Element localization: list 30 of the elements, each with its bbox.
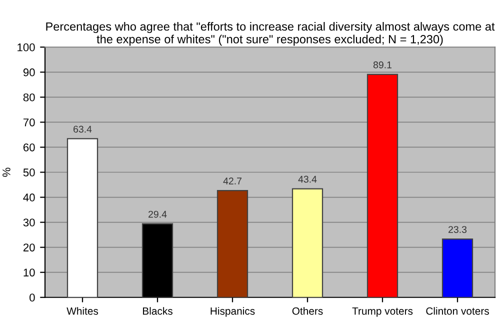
data-label: 43.4 — [298, 176, 317, 183]
y-tick-label: 90 — [23, 68, 35, 76]
y-tick-label: 20 — [23, 244, 35, 252]
bar — [366, 74, 398, 298]
y-axis-title: % — [2, 168, 10, 177]
y-tick-label: 50 — [23, 168, 35, 176]
x-tick-label: Trump voters — [352, 307, 413, 317]
data-label: 63.4 — [74, 126, 92, 133]
x-tick-label: Clinton voters — [426, 307, 489, 315]
y-tick-label: 30 — [23, 218, 35, 226]
chart-title: Percentages who agree that "efforts to increase racial diversity almost always come at the expense of whites" ("not sure" responses excluded; N = 1,230) — [46, 22, 495, 46]
y-tick-label: 10 — [24, 268, 35, 276]
x-tick-label: Others — [292, 307, 323, 315]
x-tick-label: Whites — [66, 307, 98, 315]
y-tick-label: 60 — [23, 143, 35, 152]
y-tick-label: 70 — [23, 118, 35, 126]
data-label: 89.1 — [373, 61, 392, 68]
y-tick-label: 100 — [18, 43, 35, 52]
bar — [216, 190, 248, 298]
bar — [66, 138, 98, 298]
bar — [442, 238, 474, 298]
data-label: 29.4 — [148, 210, 167, 218]
bar — [292, 188, 324, 298]
x-tick-label: Hispanics — [210, 307, 255, 317]
data-label: 23.3 — [448, 226, 467, 233]
x-tick-label: Blacks — [143, 307, 172, 315]
y-tick-label: 40 — [23, 194, 35, 202]
y-tick-label: 80 — [23, 93, 35, 102]
y-tick-label: 0 — [30, 294, 35, 302]
data-label: 42.7 — [223, 178, 242, 184]
